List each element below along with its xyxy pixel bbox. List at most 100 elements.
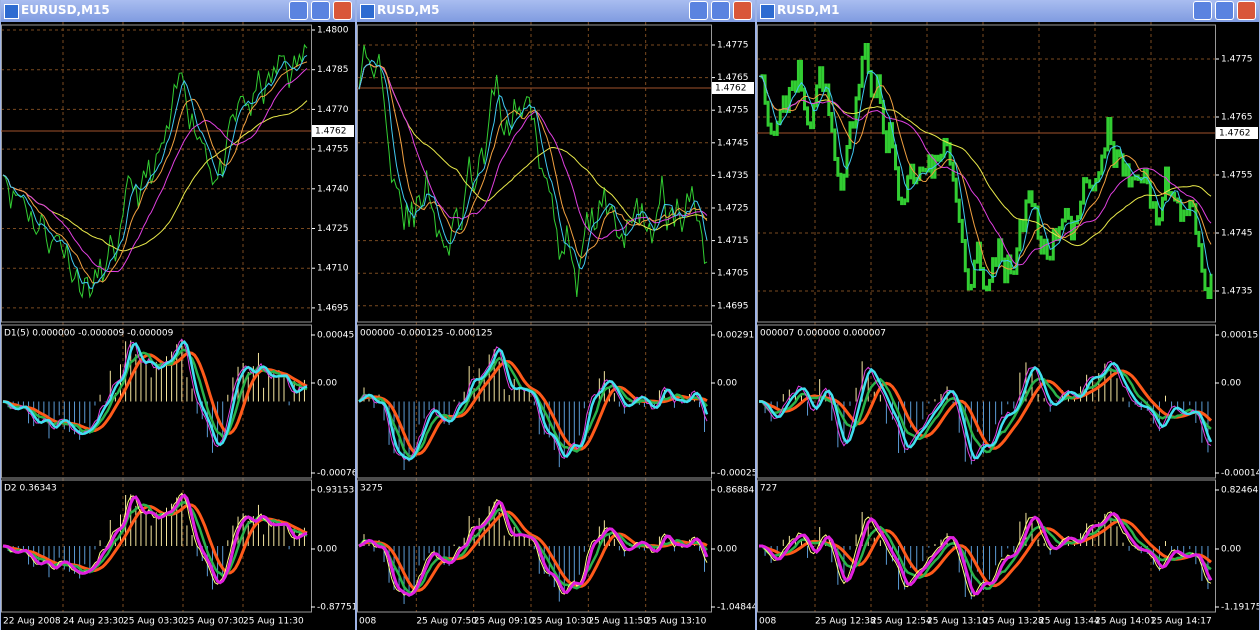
- indicator-line: [358, 346, 708, 462]
- time-label: 008: [359, 617, 376, 627]
- candle: [1124, 163, 1128, 177]
- maximize-button[interactable]: [711, 1, 730, 20]
- candle: [948, 142, 952, 166]
- candle: [860, 55, 864, 88]
- time-label: 25 Aug 12:38: [815, 617, 876, 627]
- candle: [942, 137, 946, 158]
- candle: [1069, 215, 1073, 241]
- current-price-label: 1.4762: [1219, 129, 1251, 139]
- candle: [897, 166, 901, 201]
- close-button[interactable]: [1237, 1, 1256, 20]
- candle: [985, 285, 989, 292]
- candle: [866, 43, 870, 74]
- indicator-line: [2, 493, 308, 585]
- moving-average: [758, 75, 1212, 247]
- maximize-button[interactable]: [1215, 1, 1234, 20]
- candle: [1012, 270, 1016, 275]
- time-label: 25 Aug 07:30: [183, 617, 244, 627]
- candle: [1085, 177, 1089, 184]
- close-button[interactable]: [333, 1, 352, 20]
- moving-average: [2, 68, 308, 273]
- price-label: 1.4800: [317, 26, 349, 36]
- price-label: 1.4755: [317, 145, 349, 155]
- candle: [781, 95, 785, 113]
- indicator-line: [358, 499, 709, 597]
- candle: [809, 121, 813, 130]
- maximize-button[interactable]: [311, 1, 330, 20]
- candle: [1079, 200, 1083, 220]
- candle: [839, 172, 843, 191]
- indicator-scale-label: 0.00291: [717, 331, 754, 341]
- candle: [1109, 116, 1113, 146]
- indicator-scale-label: 0.00: [717, 545, 737, 555]
- candle: [991, 257, 995, 283]
- moving-average: [758, 70, 1212, 278]
- candle: [1060, 218, 1064, 231]
- candle: [981, 266, 985, 290]
- minimize-button[interactable]: [1193, 1, 1212, 20]
- title-bar: RUSD,M5: [357, 0, 755, 22]
- moving-average: [758, 75, 1212, 266]
- candle: [997, 238, 1001, 267]
- pane-frame: [1, 479, 312, 613]
- indicator-line: [758, 360, 1212, 462]
- time-label: 25 Aug 12:54: [871, 617, 932, 627]
- pane-frame: [757, 479, 1216, 613]
- indicator-line: [758, 512, 1213, 596]
- price-label: 1.4695: [317, 303, 349, 313]
- candle: [769, 122, 773, 135]
- candle: [927, 154, 931, 173]
- candle: [812, 103, 816, 130]
- candle: [1154, 201, 1158, 226]
- candle: [988, 278, 992, 292]
- current-price-box: [712, 82, 754, 94]
- candle: [951, 161, 955, 182]
- candle: [1036, 205, 1040, 240]
- candle: [787, 86, 791, 113]
- candle: [778, 108, 782, 125]
- indicator-line: [2, 503, 308, 575]
- candle: [1191, 199, 1195, 208]
- price-label: 1.4765: [717, 73, 749, 83]
- candle: [875, 74, 879, 99]
- window-icon: [760, 4, 775, 19]
- candle: [960, 218, 964, 243]
- minimize-button[interactable]: [289, 1, 308, 20]
- title-bar: RUSD,M1: [757, 0, 1259, 22]
- minimize-button[interactable]: [689, 1, 708, 20]
- price-label: 1.4710: [317, 264, 349, 274]
- indicator-label: 000007 0.000000 0.000007: [760, 329, 886, 339]
- candle: [978, 241, 982, 271]
- pane-frame: [757, 24, 1216, 323]
- chart-window: EURUSD,M15 22 Aug 2008 24 Aug 23:30 25 Aug …: [0, 0, 356, 630]
- candle: [1209, 273, 1213, 299]
- candle: [912, 163, 916, 185]
- candle: [1127, 163, 1131, 188]
- time-label: 25 Aug 10:30: [531, 617, 592, 627]
- candle: [763, 74, 767, 105]
- price-label: 1.4755: [1221, 171, 1253, 181]
- candle: [848, 121, 852, 150]
- indicator-scale-label: 0.00015: [1221, 331, 1258, 341]
- candle: [821, 66, 825, 92]
- price-label: 1.4765: [1221, 113, 1253, 123]
- candle: [954, 177, 958, 203]
- time-label: 25 Aug 03:30: [123, 617, 184, 627]
- time-label: 25 Aug 07:50: [416, 617, 477, 627]
- close-button[interactable]: [733, 1, 752, 20]
- candle: [830, 112, 834, 133]
- candle: [1170, 191, 1174, 196]
- price-label: 1.4775: [1221, 55, 1253, 65]
- candle: [1024, 199, 1028, 233]
- candle: [1082, 177, 1086, 205]
- candle: [854, 96, 858, 129]
- indicator-scale-label: 0.00: [1221, 545, 1241, 555]
- pane-frame: [757, 324, 1216, 479]
- candle: [1182, 209, 1186, 222]
- indicator-scale-label: -1.19175: [1221, 603, 1259, 613]
- candle: [1045, 238, 1049, 260]
- candle: [1185, 209, 1189, 217]
- price-label: 1.4745: [717, 138, 749, 148]
- candle: [790, 80, 794, 91]
